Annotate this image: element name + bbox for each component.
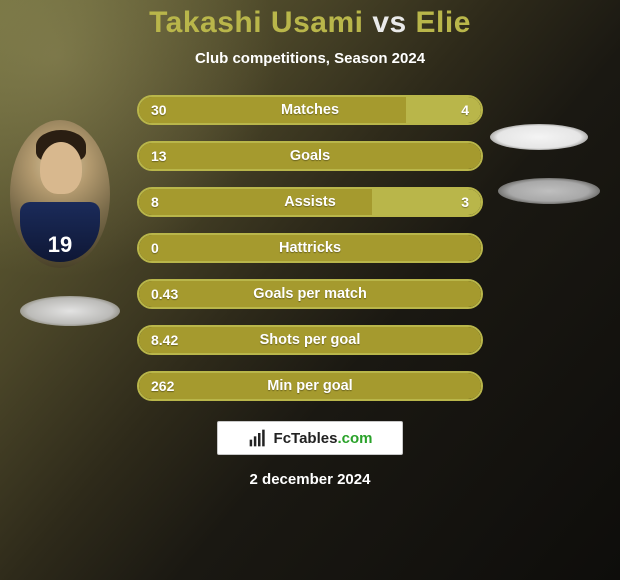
chart-icon [248,428,268,448]
avatar-jersey [20,202,100,262]
brand-name: FcTables [274,430,338,447]
subtitle: Club competitions, Season 2024 [0,50,620,67]
bar-segment-right [406,97,481,123]
player2-shadow-lower [498,178,600,204]
bar-segment-left [139,143,481,169]
player1-avatar: 19 [10,120,110,268]
page-title: Takashi Usami vs Elie [0,6,620,40]
stat-bar: 0Hattricks [137,233,483,263]
stats-bars: 30Matches4 13Goals 8Assists3 0Hattricks 0.43… [137,95,483,401]
bar-segment-left [139,235,481,261]
bar-segment-left [139,281,481,307]
jersey-number: 19 [10,232,110,258]
stat-bar: 8Assists3 [137,187,483,217]
vs-label: vs [372,6,406,39]
brand-text: FcTables.com [274,430,373,447]
stat-bar: 262Min per goal [137,371,483,401]
stat-bar: 0.43Goals per match [137,279,483,309]
avatar-face [40,142,82,194]
player1-name: Takashi Usami [149,6,363,39]
bar-segment-right [372,189,481,215]
player1-shadow [20,296,120,326]
bar-segment-left [139,189,372,215]
stat-bar: 13Goals [137,141,483,171]
player2-name: Elie [416,6,471,39]
stat-bar: 8.42Shots per goal [137,325,483,355]
bar-segment-left [139,327,481,353]
date-label: 2 december 2024 [0,471,620,488]
comparison-card: Takashi Usami vs Elie Club competitions,… [0,0,620,580]
brand-suffix: .com [337,430,372,447]
avatar-hair [36,130,86,162]
player2-shadow-upper [490,124,588,150]
bar-segment-left [139,97,406,123]
bar-segment-left [139,373,481,399]
stat-bar: 30Matches4 [137,95,483,125]
branding-badge: FcTables.com [217,421,403,455]
